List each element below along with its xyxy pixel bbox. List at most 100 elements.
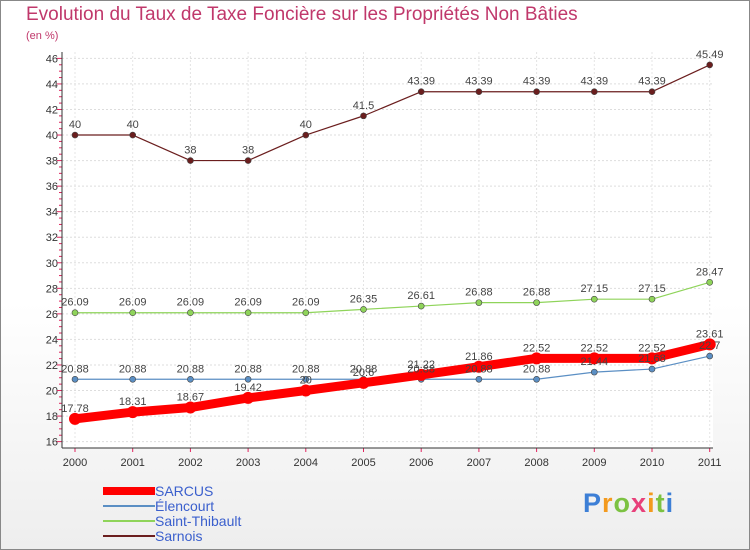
data-point bbox=[244, 375, 252, 383]
data-label: 21.22 bbox=[407, 359, 435, 371]
chart-title: Evolution du Taux de Taxe Foncière sur l… bbox=[26, 4, 578, 25]
logo-letter: r bbox=[602, 488, 614, 518]
data-label: 18.31 bbox=[119, 396, 147, 408]
data-label: 26.88 bbox=[465, 287, 493, 299]
data-point bbox=[242, 391, 255, 404]
data-point bbox=[530, 352, 543, 365]
data-label: 26.09 bbox=[61, 297, 89, 309]
data-label: 26.09 bbox=[234, 297, 262, 309]
data-point bbox=[472, 360, 485, 373]
logo-letter: P bbox=[583, 488, 603, 518]
logo-letter: x bbox=[631, 488, 648, 518]
data-point bbox=[417, 88, 425, 96]
legend-swatch bbox=[103, 520, 155, 522]
y-tick-label: 36 bbox=[46, 181, 58, 193]
plot-area bbox=[62, 52, 713, 448]
data-label: 40 bbox=[127, 119, 139, 131]
x-tick-label: 2008 bbox=[524, 457, 548, 469]
data-label: 20.88 bbox=[523, 363, 551, 375]
data-label: 43.39 bbox=[523, 76, 551, 88]
x-tick-label: 2002 bbox=[178, 457, 202, 469]
unit-label: (en %) bbox=[26, 30, 59, 42]
data-label: 18.67 bbox=[177, 392, 205, 404]
data-point bbox=[648, 365, 656, 373]
logo-letter: t bbox=[655, 488, 666, 518]
x-tick-label: 2010 bbox=[640, 457, 664, 469]
data-point bbox=[590, 368, 598, 376]
data-label: 21.86 bbox=[465, 351, 493, 363]
legend-swatch bbox=[103, 505, 155, 507]
data-label: 20 bbox=[300, 375, 312, 387]
y-tick-label: 16 bbox=[46, 437, 58, 449]
data-point bbox=[415, 368, 428, 381]
data-point bbox=[475, 375, 483, 383]
x-tick-label: 2005 bbox=[351, 457, 375, 469]
data-point bbox=[126, 406, 139, 419]
data-point bbox=[706, 61, 714, 69]
series-line-saint-thibault bbox=[74, 281, 711, 314]
y-tick-label: 42 bbox=[46, 104, 58, 116]
y-tick-label: 24 bbox=[46, 334, 58, 346]
data-point bbox=[703, 338, 716, 351]
y-tick-label: 26 bbox=[46, 309, 58, 321]
data-point bbox=[417, 302, 425, 310]
data-label: 21.44 bbox=[581, 356, 609, 368]
data-point bbox=[302, 375, 310, 383]
data-label: 20.88 bbox=[177, 363, 205, 375]
data-point bbox=[533, 375, 540, 383]
y-tick-label: 28 bbox=[46, 283, 58, 295]
y-tick-label: 34 bbox=[46, 207, 58, 219]
y-tick-label: 44 bbox=[46, 79, 58, 91]
data-point bbox=[244, 309, 252, 317]
logo-letter: i bbox=[647, 488, 656, 518]
data-label: 20.88 bbox=[350, 363, 378, 375]
data-label: 26.09 bbox=[292, 297, 320, 309]
data-point bbox=[129, 375, 136, 383]
data-point bbox=[648, 88, 656, 96]
data-label: 20.88 bbox=[407, 363, 435, 375]
data-label: 19.42 bbox=[234, 382, 262, 394]
data-point bbox=[184, 401, 197, 414]
data-label: 28.47 bbox=[696, 266, 724, 278]
legend-label: Élencourt bbox=[155, 498, 215, 514]
data-point bbox=[475, 88, 483, 96]
data-point bbox=[706, 279, 714, 286]
data-point bbox=[590, 295, 598, 303]
data-label: 27.15 bbox=[581, 283, 609, 295]
data-point bbox=[590, 88, 598, 96]
data-point bbox=[71, 131, 79, 139]
data-label: 22.7 bbox=[699, 340, 720, 352]
data-point bbox=[648, 295, 656, 303]
y-tick-label: 20 bbox=[46, 386, 58, 398]
data-label: 38 bbox=[184, 145, 196, 157]
x-tick-label: 2000 bbox=[63, 457, 87, 469]
data-label: 26.35 bbox=[350, 293, 378, 305]
data-point bbox=[302, 131, 310, 139]
data-point bbox=[71, 309, 79, 317]
data-point bbox=[129, 131, 136, 139]
legend-label: Saint-Thibault bbox=[155, 513, 242, 529]
data-label: 26.88 bbox=[523, 287, 551, 299]
data-label: 38 bbox=[242, 145, 254, 157]
data-label: 41.5 bbox=[353, 100, 374, 112]
data-point bbox=[475, 299, 483, 306]
data-label: 21.68 bbox=[638, 353, 666, 365]
y-tick-label: 32 bbox=[46, 232, 58, 244]
legend-swatch bbox=[103, 535, 155, 537]
data-label: 40 bbox=[69, 119, 81, 131]
data-point bbox=[588, 352, 601, 365]
data-point bbox=[706, 352, 714, 360]
logo-letter: i bbox=[665, 488, 675, 518]
data-point bbox=[187, 309, 194, 317]
data-point bbox=[646, 352, 658, 365]
data-point bbox=[299, 384, 312, 397]
data-point bbox=[187, 157, 194, 164]
data-label: 17.78 bbox=[61, 403, 89, 415]
data-point bbox=[302, 309, 310, 317]
logo-letter: o bbox=[613, 488, 632, 518]
data-point bbox=[129, 309, 136, 317]
legend-label: SARCUS bbox=[155, 483, 214, 499]
data-label: 20.6 bbox=[353, 367, 374, 379]
series-line-sarnois bbox=[74, 64, 711, 162]
